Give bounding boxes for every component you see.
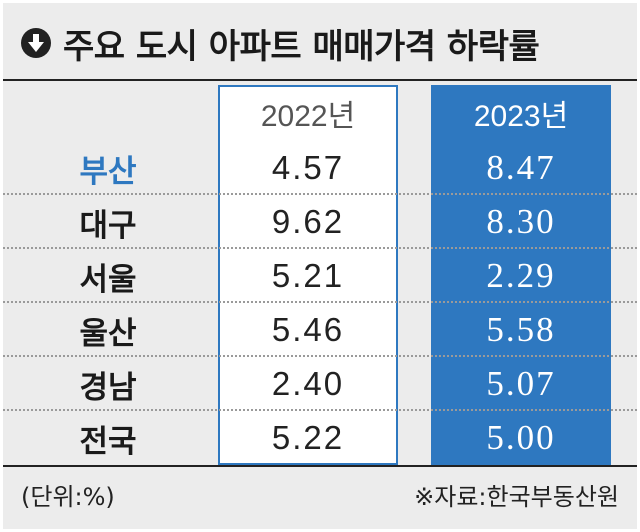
- column-header-2022: 2022년: [260, 100, 356, 133]
- cell-2022: 2.40: [271, 365, 345, 402]
- column-2022: 2022년: [218, 85, 398, 465]
- row-label: 부산: [79, 153, 137, 190]
- cell-2022: 5.22: [271, 419, 345, 456]
- arrow-down-circle-icon: [21, 28, 51, 58]
- cell-2023: 8.47: [486, 148, 556, 187]
- row-divider: [3, 193, 637, 195]
- table-row: 울산 5.46 5.58: [3, 303, 637, 357]
- row-label: 경남: [79, 369, 137, 406]
- row-label: 울산: [79, 315, 137, 352]
- unit-note: (단위:%): [21, 483, 115, 511]
- cell-2022: 9.62: [271, 203, 345, 240]
- cell-2022: 5.46: [271, 311, 345, 348]
- cell-2023: 5.07: [486, 364, 556, 403]
- source-note: ※자료:한국부동산원: [414, 483, 619, 511]
- row-divider: [3, 409, 637, 411]
- row-divider: [3, 247, 637, 249]
- row-label: 전국: [79, 423, 137, 460]
- table-row: 경남 2.40 5.07: [3, 357, 637, 411]
- top-rule: [3, 79, 637, 81]
- table-row: 전국 5.22 5.00: [3, 411, 637, 465]
- row-divider: [3, 355, 637, 357]
- table-row: 부산 4.57 8.47: [3, 141, 637, 195]
- column-header-2023: 2023년: [473, 100, 569, 133]
- chart-title: 주요 도시 아파트 매매가격 하락률: [63, 26, 540, 67]
- bottom-rule: [3, 465, 637, 467]
- cell-2023: 5.00: [486, 418, 556, 457]
- table-row: 서울 5.21 2.29: [3, 249, 637, 303]
- cell-2023: 5.58: [486, 310, 556, 349]
- cell-2022: 4.57: [271, 149, 345, 186]
- cell-2023: 2.29: [486, 256, 556, 295]
- cell-2023: 8.30: [486, 202, 556, 241]
- row-label: 대구: [79, 207, 137, 244]
- column-2023: 2023년: [431, 85, 611, 465]
- title-block: 주요 도시 아파트 매매가격 하락률: [21, 21, 540, 67]
- cell-2022: 5.21: [271, 257, 345, 294]
- chart-frame: 주요 도시 아파트 매매가격 하락률 2022년 2023년 부산 4.57 8.4…: [3, 3, 637, 529]
- table-row: 대구 9.62 8.30: [3, 195, 637, 249]
- row-divider: [3, 301, 637, 303]
- row-label: 서울: [79, 261, 137, 298]
